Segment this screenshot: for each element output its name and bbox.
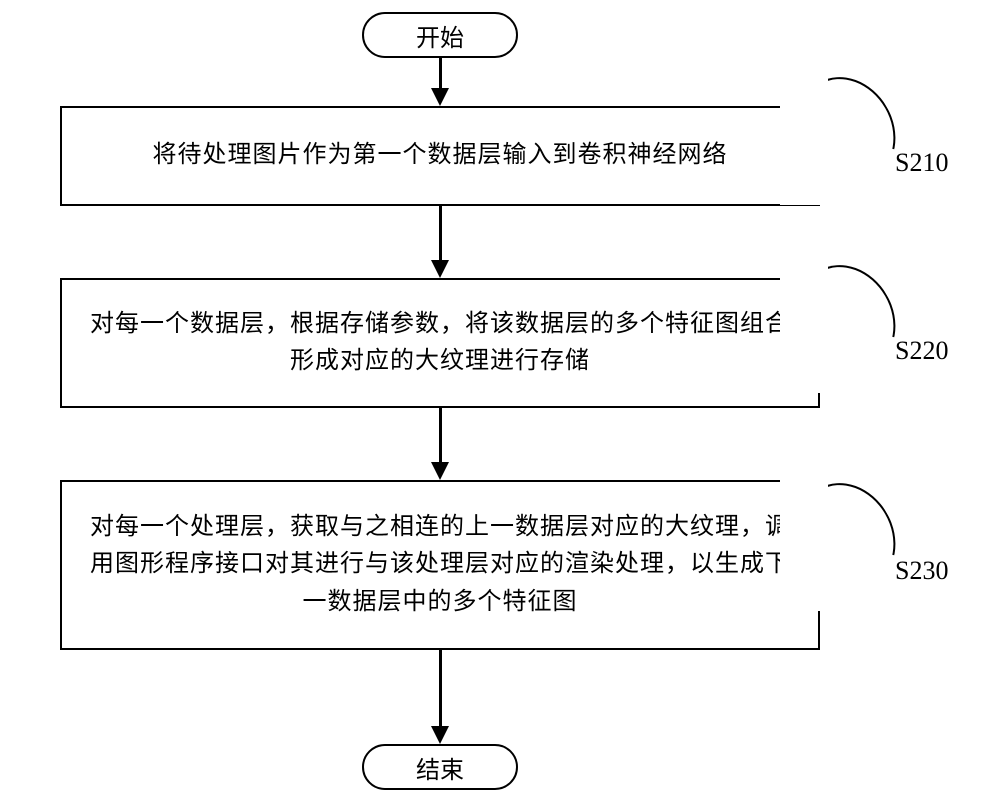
callout-arc-mask-s210 bbox=[780, 60, 828, 205]
callout-arc-mask-s220 bbox=[780, 248, 828, 393]
arrow-3-head bbox=[431, 462, 449, 480]
process-text-s230: 对每一个处理层，获取与之相连的上一数据层对应的大纹理，调用图形程序接口对其进行与… bbox=[82, 509, 798, 621]
step-label-text-s220: S220 bbox=[895, 336, 948, 365]
arrow-2-line bbox=[439, 206, 442, 262]
process-step-s210: 将待处理图片作为第一个数据层输入到卷积神经网络 bbox=[60, 106, 820, 206]
flowchart-container: 开始 将待处理图片作为第一个数据层输入到卷积神经网络 S210 对每一个数据层，… bbox=[0, 0, 1000, 805]
step-label-s210: S210 bbox=[895, 148, 948, 178]
arrow-4-line bbox=[439, 650, 442, 728]
arrow-1-line bbox=[439, 58, 442, 90]
arrow-1-head bbox=[431, 88, 449, 106]
step-label-text-s230: S230 bbox=[895, 556, 948, 585]
process-text-s220: 对每一个数据层，根据存储参数，将该数据层的多个特征图组合形成对应的大纹理进行存储 bbox=[82, 306, 798, 380]
arrow-4-head bbox=[431, 726, 449, 744]
start-terminator: 开始 bbox=[362, 12, 518, 58]
arrow-2-head bbox=[431, 260, 449, 278]
step-label-s220: S220 bbox=[895, 336, 948, 366]
step-label-s230: S230 bbox=[895, 556, 948, 586]
step-label-text-s210: S210 bbox=[895, 148, 948, 177]
end-terminator: 结束 bbox=[362, 744, 518, 790]
end-label: 结束 bbox=[416, 750, 464, 785]
arrow-3-line bbox=[439, 408, 442, 464]
process-text-s210: 将待处理图片作为第一个数据层输入到卷积神经网络 bbox=[153, 137, 728, 174]
callout-arc-mask-s230 bbox=[780, 466, 828, 611]
process-step-s220: 对每一个数据层，根据存储参数，将该数据层的多个特征图组合形成对应的大纹理进行存储 bbox=[60, 278, 820, 408]
process-step-s230: 对每一个处理层，获取与之相连的上一数据层对应的大纹理，调用图形程序接口对其进行与… bbox=[60, 480, 820, 650]
start-label: 开始 bbox=[416, 18, 464, 53]
